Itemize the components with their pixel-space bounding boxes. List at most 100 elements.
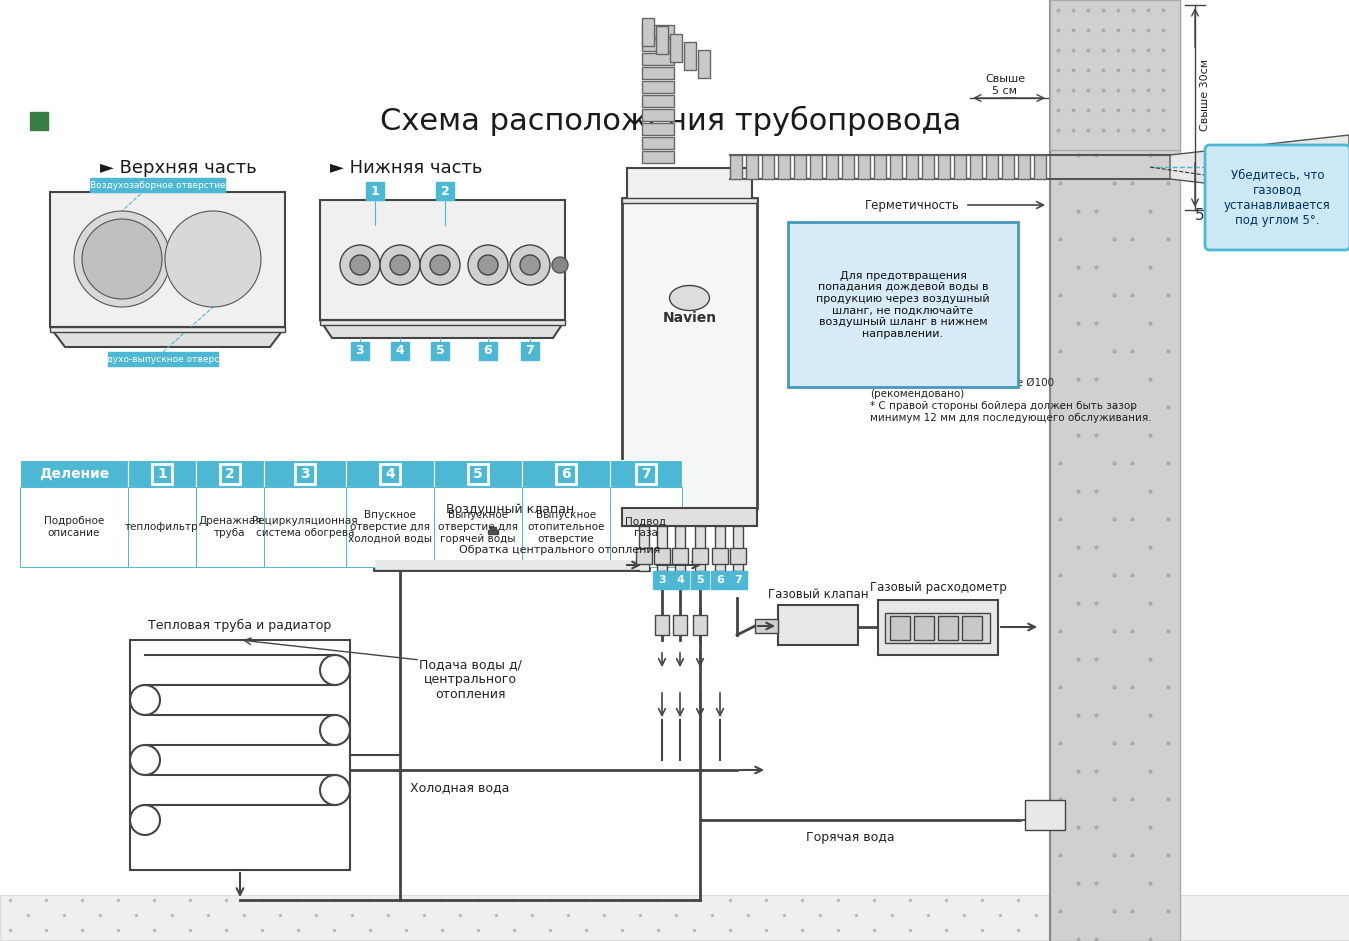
Bar: [986, 155, 998, 179]
Text: Выпускное
отопительное
отверстие: Выпускное отопительное отверстие: [527, 510, 604, 544]
Bar: [1050, 0, 1180, 941]
Bar: [1025, 800, 1064, 830]
Text: Схема расположения трубопровода: Схема расположения трубопровода: [380, 105, 962, 136]
Bar: [108, 352, 219, 366]
Circle shape: [420, 245, 460, 285]
Circle shape: [165, 211, 260, 307]
Bar: [715, 526, 724, 571]
Bar: [488, 530, 498, 534]
Ellipse shape: [669, 285, 710, 311]
Bar: [1018, 155, 1031, 179]
Bar: [436, 182, 455, 200]
Bar: [1050, 0, 1180, 150]
Bar: [674, 526, 685, 571]
Bar: [657, 526, 666, 571]
Text: ► Нижняя часть: ► Нижняя часть: [331, 159, 483, 177]
Circle shape: [340, 245, 380, 285]
Circle shape: [117, 254, 127, 264]
Text: Подвод
газа: Подвод газа: [626, 517, 666, 538]
Text: Деление: Деление: [39, 467, 109, 481]
Bar: [915, 616, 934, 640]
Text: Воздухо-выпускное отверстие: Воздухо-выпускное отверстие: [90, 355, 236, 363]
Bar: [938, 616, 958, 640]
Text: 7: 7: [526, 344, 534, 358]
Text: 7: 7: [734, 575, 742, 585]
Bar: [430, 342, 449, 360]
Bar: [673, 615, 687, 635]
Bar: [130, 640, 349, 870]
Text: Герметичность: Герметичность: [865, 199, 960, 212]
Bar: [128, 460, 196, 487]
Text: теплофильтр: теплофильтр: [125, 522, 198, 532]
Bar: [874, 155, 886, 179]
Bar: [788, 222, 1018, 387]
Circle shape: [175, 221, 251, 297]
Text: 1: 1: [371, 184, 379, 198]
Polygon shape: [1170, 135, 1349, 200]
Bar: [152, 464, 173, 484]
Bar: [728, 571, 747, 589]
Bar: [642, 18, 654, 46]
Bar: [345, 487, 434, 567]
Bar: [730, 155, 742, 179]
Bar: [434, 460, 522, 487]
Bar: [479, 342, 496, 360]
Bar: [220, 464, 240, 484]
Bar: [778, 155, 791, 179]
Bar: [434, 487, 522, 567]
Circle shape: [107, 244, 138, 274]
Text: 3: 3: [658, 575, 666, 585]
Circle shape: [430, 255, 451, 275]
Circle shape: [478, 255, 498, 275]
Bar: [970, 155, 982, 179]
Polygon shape: [50, 327, 285, 347]
Circle shape: [390, 255, 410, 275]
Bar: [656, 26, 668, 54]
Bar: [320, 320, 565, 325]
Bar: [826, 155, 838, 179]
Bar: [746, 155, 758, 179]
Bar: [642, 39, 674, 51]
Bar: [642, 123, 674, 135]
Bar: [642, 81, 674, 93]
Text: Газовый расходометр: Газовый расходометр: [870, 581, 1006, 594]
Bar: [522, 487, 610, 567]
Text: Для предотвращения
попадания дождевой воды в
продукцию через воздушный
шланг, не: Для предотвращения попадания дождевой во…: [816, 270, 990, 339]
Text: Подача воды д/
центрального
отопления: Подача воды д/ центрального отопления: [418, 659, 522, 701]
Circle shape: [519, 255, 540, 275]
Text: 4: 4: [384, 467, 395, 481]
Bar: [345, 460, 434, 487]
Text: 5: 5: [696, 575, 704, 585]
Bar: [755, 619, 778, 633]
Bar: [809, 155, 822, 179]
Bar: [1002, 155, 1014, 179]
Text: Выпускное
отверстие для
горячей воды: Выпускное отверстие для горячей воды: [438, 510, 518, 544]
Text: Убедитесь, что
газовод
устанавливается
под углом 5°.: Убедитесь, что газовод устанавливается п…: [1224, 168, 1331, 227]
Text: 5: 5: [436, 344, 444, 358]
Text: 5: 5: [473, 467, 483, 481]
Text: Свыше
5 см: Свыше 5 см: [985, 74, 1025, 96]
Bar: [890, 616, 911, 640]
Bar: [842, 155, 854, 179]
Bar: [627, 168, 751, 203]
Bar: [351, 342, 370, 360]
Bar: [635, 464, 656, 484]
Bar: [691, 571, 710, 589]
Circle shape: [74, 211, 170, 307]
FancyBboxPatch shape: [1205, 145, 1349, 250]
Text: 7: 7: [641, 467, 650, 481]
Bar: [622, 508, 757, 526]
Bar: [622, 198, 757, 203]
Circle shape: [92, 229, 152, 289]
Bar: [684, 42, 696, 70]
Bar: [90, 178, 225, 192]
Bar: [695, 526, 706, 571]
Text: Газовый клапан: Газовый клапан: [768, 588, 869, 601]
Text: Тепловая труба и радиатор: Тепловая труба и радиатор: [148, 618, 332, 631]
Bar: [610, 460, 683, 487]
Circle shape: [552, 257, 568, 273]
Bar: [521, 342, 540, 360]
Bar: [30, 112, 49, 130]
Bar: [468, 464, 488, 484]
Bar: [196, 460, 264, 487]
